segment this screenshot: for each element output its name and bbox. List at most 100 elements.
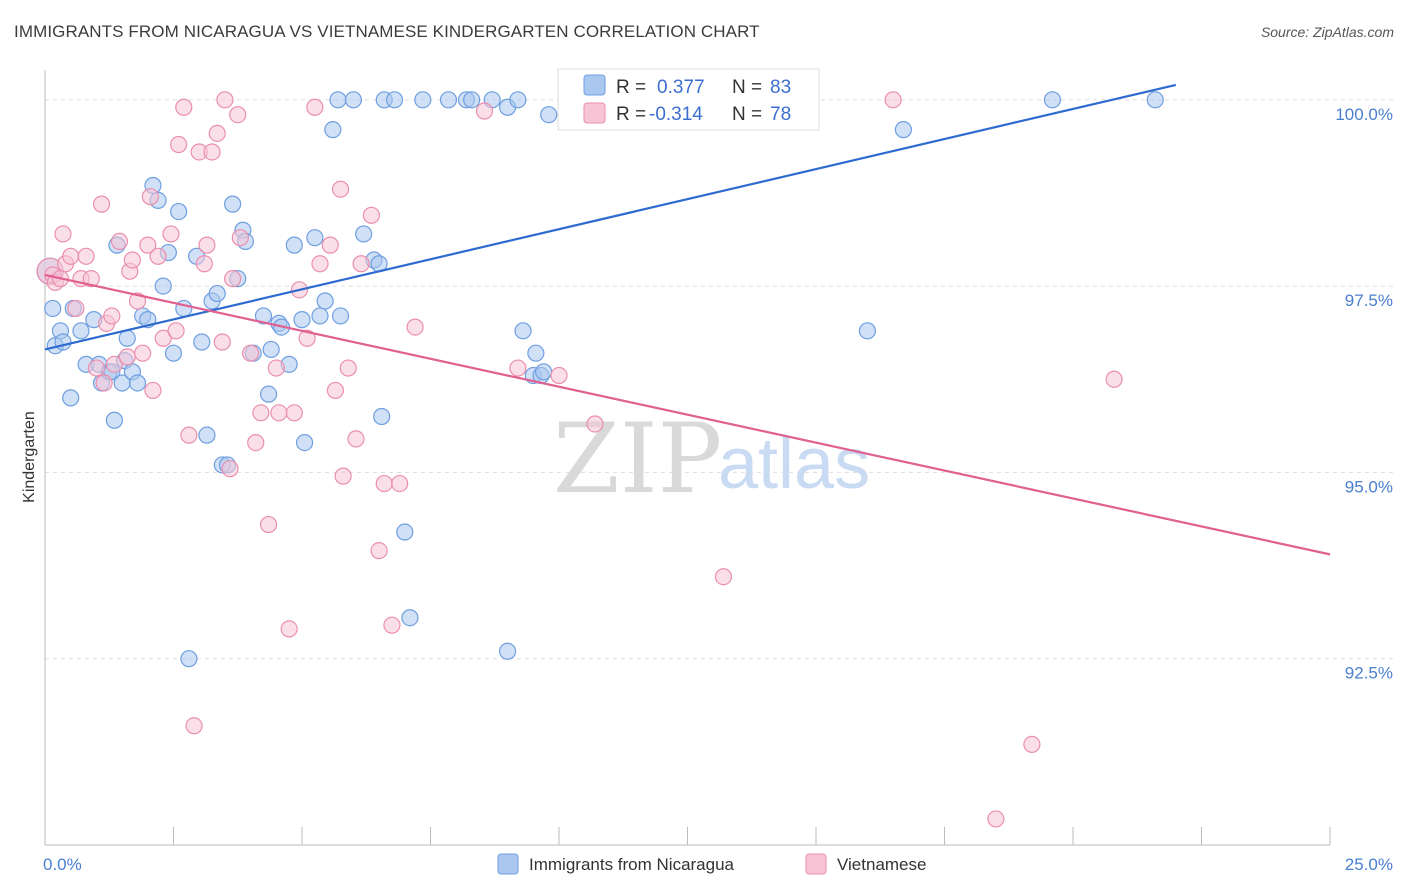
vietnamese-point	[77, 247, 95, 265]
nicaragua-point	[316, 292, 334, 310]
nicaragua-point	[396, 523, 414, 541]
vietnamese-point	[82, 270, 100, 288]
y-axis-label: Kindergarten	[21, 411, 38, 503]
legend-n-value-1: 83	[770, 77, 791, 98]
vietnamese-point	[185, 717, 203, 735]
vietnamese-point	[154, 329, 172, 347]
nicaragua-point	[540, 106, 558, 124]
bottom-legend-label-vietnamese: Vietnamese	[837, 855, 926, 874]
vietnamese-point	[95, 374, 113, 392]
nicaragua-point	[401, 609, 419, 627]
nicaragua-point	[208, 284, 226, 303]
vietnamese-point	[331, 180, 350, 198]
vietnamese-point	[884, 91, 902, 109]
nicaragua-point	[439, 91, 458, 109]
vietnamese-point	[550, 366, 568, 385]
vietnamese-point	[141, 188, 159, 206]
vietnamese-point	[87, 359, 106, 377]
legend-swatch-nicaragua	[583, 74, 606, 96]
nicaragua-point	[259, 385, 278, 403]
vietnamese-point	[103, 307, 121, 325]
vietnamese-point	[298, 329, 316, 347]
vietnamese-point	[231, 229, 249, 247]
vietnamese-point	[62, 247, 80, 265]
nicaragua-point	[164, 344, 183, 362]
y-tick-label: 95.0%	[1345, 477, 1393, 496]
vietnamese-point	[259, 515, 278, 534]
nicaragua-point	[858, 322, 877, 340]
nicaragua-point	[62, 389, 80, 407]
vietnamese-point	[280, 620, 298, 638]
vietnamese-point	[375, 474, 393, 493]
nicaragua-point	[154, 277, 172, 295]
data-points	[36, 91, 1164, 828]
nicaragua-point	[355, 225, 373, 243]
nicaragua-point	[170, 202, 188, 221]
x-tick-label: 0.0%	[43, 855, 82, 874]
nicaragua-point	[295, 433, 314, 452]
vietnamese-point	[123, 251, 141, 269]
vietnamese-point	[987, 810, 1005, 828]
nicaragua-point	[311, 307, 329, 325]
vietnamese-point	[714, 568, 733, 586]
legend-n-label-1: N =	[732, 77, 762, 98]
vietnamese-point	[118, 348, 136, 366]
vietnamese-point	[326, 381, 345, 400]
vietnamese-point	[252, 404, 270, 422]
nicaragua-point	[344, 91, 362, 109]
vietnamese-point	[162, 225, 180, 243]
nicaragua-point	[193, 333, 211, 351]
vietnamese-point	[213, 333, 231, 351]
x-tick-label: 25.0%	[1345, 855, 1393, 874]
vietnamese-point	[321, 236, 339, 254]
nicaragua-point	[514, 322, 532, 340]
legend-swatch-vietnamese	[583, 102, 606, 124]
legend-r-value-1: 0.377	[657, 77, 705, 98]
nicaragua-trend-line	[44, 83, 1177, 351]
vietnamese-point	[270, 404, 288, 422]
nicaragua-point	[285, 236, 303, 254]
y-tick-labels: 92.5% 95.0% 97.5% 100.0%	[1335, 105, 1393, 683]
vietnamese-point	[285, 404, 303, 422]
vietnamese-point	[334, 467, 352, 485]
vietnamese-point	[134, 344, 152, 362]
bottom-legend-label-nicaragua: Immigrants from Nicaragua	[529, 855, 735, 874]
vietnamese-point	[306, 98, 324, 116]
vietnamese-point	[475, 102, 494, 120]
nicaragua-point	[894, 121, 912, 139]
nicaragua-point	[128, 374, 147, 392]
vietnamese-point	[391, 474, 409, 493]
nicaragua-point	[385, 91, 404, 109]
nicaragua-point	[1146, 91, 1164, 109]
axes	[44, 70, 1331, 846]
legend-r-label-2: R =	[616, 104, 646, 125]
vietnamese-point	[352, 255, 370, 273]
nicaragua-point	[463, 91, 481, 109]
nicaragua-point	[499, 642, 517, 660]
vietnamese-point	[339, 359, 357, 377]
y-tick-label: 92.5%	[1345, 664, 1393, 683]
vietnamese-point	[509, 359, 527, 377]
nicaragua-point	[373, 407, 391, 426]
vietnamese-point	[216, 91, 234, 109]
vietnamese-point	[149, 247, 167, 265]
vietnamese-point	[267, 359, 285, 377]
x-tick-labels: 0.0% 25.0%	[43, 855, 1393, 874]
nicaragua-point	[414, 91, 432, 109]
vietnamese-point	[221, 460, 239, 478]
watermark-atlas: atlas	[718, 424, 870, 504]
vietnamese-point	[347, 430, 365, 448]
nicaragua-point	[180, 650, 198, 668]
vietnamese-point	[144, 381, 162, 400]
legend-r-value-2: -0.314	[649, 104, 703, 125]
legend-r-label-1: R =	[616, 77, 646, 98]
nicaragua-point	[254, 307, 273, 325]
bottom-legend-swatch-vietnamese	[805, 853, 827, 875]
vietnamese-point	[383, 616, 401, 634]
vietnamese-point	[247, 433, 265, 452]
vietnamese-point	[92, 195, 111, 213]
stats-legend: R = 0.377 N = 83 R = -0.314 N = 78	[557, 68, 820, 131]
vietnamese-point	[175, 98, 193, 116]
source-label: Source: ZipAtlas.com	[1260, 24, 1394, 40]
